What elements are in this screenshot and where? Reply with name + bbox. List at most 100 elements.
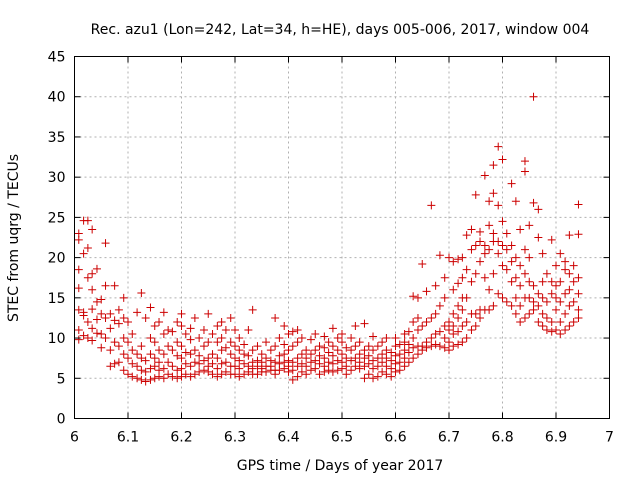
data-point-plus-marker	[565, 321, 574, 330]
chart-title: Rec. azu1 (Lon=242, Lat=34, h=HE), days …	[91, 22, 590, 38]
data-point-plus-marker	[293, 326, 302, 335]
data-point-plus-marker	[462, 317, 471, 326]
data-point-plus-marker	[516, 225, 525, 234]
data-point-plus-marker	[164, 326, 173, 335]
data-point-plus-marker	[440, 293, 449, 302]
data-point-plus-marker	[124, 317, 132, 326]
data-point-plus-marker	[284, 346, 293, 355]
data-point-plus-marker	[556, 317, 565, 326]
data-point-plus-marker	[155, 366, 164, 375]
data-point-plus-marker	[137, 375, 146, 384]
data-point-plus-marker	[485, 245, 494, 254]
data-point-plus-marker	[92, 264, 101, 273]
data-point-plus-marker	[542, 269, 551, 278]
data-point-plus-marker	[458, 253, 467, 262]
data-point-plus-marker	[119, 334, 128, 343]
data-point-plus-marker	[489, 229, 498, 238]
x-tick-label: 6.1	[117, 430, 139, 446]
data-point-plus-marker	[445, 317, 453, 326]
data-point-plus-marker	[552, 305, 560, 314]
data-point-plus-marker	[133, 374, 142, 383]
data-point-plus-marker	[226, 338, 235, 347]
data-point-plus-marker	[186, 324, 195, 333]
data-point-plus-marker	[467, 277, 476, 286]
data-point-plus-marker	[569, 261, 578, 270]
data-point-plus-marker	[168, 327, 177, 336]
data-point-plus-marker	[511, 273, 520, 282]
data-point-plus-marker	[351, 321, 360, 330]
data-point-plus-marker	[556, 277, 565, 286]
data-point-plus-marker	[462, 293, 471, 302]
data-point-plus-marker	[476, 313, 485, 322]
data-point-plus-marker	[231, 370, 239, 379]
data-point-plus-marker	[467, 225, 476, 234]
data-point-plus-marker	[538, 309, 547, 318]
data-point-plus-marker	[378, 350, 387, 359]
data-point-plus-marker	[502, 297, 511, 306]
data-point-plus-marker	[413, 293, 422, 302]
data-point-plus-marker	[351, 362, 360, 371]
data-point-plus-marker	[221, 326, 230, 335]
data-point-plus-marker	[552, 261, 560, 270]
data-point-plus-marker	[74, 305, 83, 314]
data-point-plus-marker	[128, 330, 137, 339]
data-point-plus-marker	[88, 269, 97, 278]
data-point-plus-marker	[181, 348, 190, 357]
x-tick-label: 6.4	[277, 430, 299, 446]
data-point-plus-marker	[119, 293, 128, 302]
data-point-plus-marker	[114, 358, 123, 367]
data-point-plus-marker	[369, 332, 378, 341]
data-point-plus-marker	[355, 358, 364, 367]
data-point-plus-marker	[235, 372, 244, 381]
data-point-plus-marker	[88, 225, 97, 234]
data-point-plus-marker	[569, 277, 578, 286]
data-point-plus-marker	[400, 330, 409, 339]
data-point-plus-marker	[538, 293, 547, 302]
data-point-plus-marker	[507, 257, 516, 266]
data-point-plus-marker	[240, 340, 249, 349]
data-point-plus-marker	[476, 237, 485, 246]
data-point-plus-marker	[458, 338, 467, 347]
data-point-plus-marker	[458, 273, 467, 282]
data-point-plus-marker	[498, 155, 507, 164]
y-axis-label: STEC from uqrg / TECUs	[6, 154, 22, 322]
data-point-plus-marker	[498, 241, 507, 250]
data-point-plus-marker	[369, 364, 378, 373]
data-point-plus-marker	[489, 269, 498, 278]
data-point-plus-marker	[164, 358, 173, 367]
data-point-plus-marker	[431, 309, 440, 318]
data-point-plus-marker	[547, 289, 556, 298]
data-point-plus-marker	[418, 321, 427, 330]
data-point-plus-marker	[83, 317, 92, 326]
data-point-plus-marker	[471, 309, 480, 318]
data-point-plus-marker	[208, 370, 217, 379]
data-point-plus-marker	[387, 356, 396, 365]
data-point-plus-marker	[88, 285, 97, 294]
x-tick-label: 6.8	[491, 430, 513, 446]
data-point-plus-marker	[449, 257, 458, 266]
data-point-plus-marker	[338, 338, 346, 347]
data-point-plus-marker	[186, 350, 195, 359]
data-point-plus-marker	[427, 342, 436, 351]
data-point-plus-marker	[168, 362, 177, 371]
data-point-plus-marker	[360, 362, 369, 371]
data-point-plus-marker	[565, 231, 574, 240]
data-point-plus-marker	[164, 370, 173, 379]
data-point-plus-marker	[110, 338, 119, 347]
data-point-plus-marker	[565, 269, 574, 278]
data-point-plus-marker	[471, 241, 480, 250]
data-point-plus-marker	[293, 372, 302, 381]
data-point-plus-marker	[235, 356, 244, 365]
data-point-plus-marker	[110, 281, 119, 290]
data-point-plus-marker	[297, 334, 306, 343]
data-point-plus-marker	[320, 354, 329, 363]
data-point-plus-marker	[454, 279, 463, 288]
data-point-plus-marker	[547, 327, 556, 336]
data-point-plus-marker	[204, 354, 213, 363]
data-point-plus-marker	[271, 342, 280, 351]
data-point-plus-marker	[101, 334, 110, 343]
data-point-plus-marker	[288, 375, 297, 384]
data-point-plus-marker	[173, 351, 182, 360]
data-point-plus-marker	[333, 366, 342, 375]
